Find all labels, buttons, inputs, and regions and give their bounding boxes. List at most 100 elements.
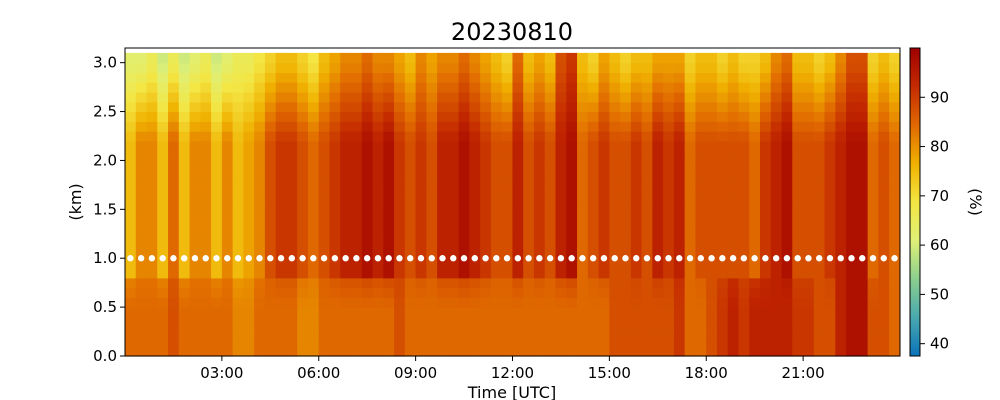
heatmap-cell xyxy=(706,199,718,210)
heatmap-cell xyxy=(533,111,546,122)
heatmap-cell xyxy=(221,326,234,338)
heatmap-cell xyxy=(340,228,352,240)
heatmap-cell xyxy=(835,82,847,93)
heatmap-cell xyxy=(803,238,815,250)
heatmap-cell xyxy=(781,316,793,328)
heatmap-cell xyxy=(125,140,137,152)
marker-point xyxy=(880,255,887,262)
heatmap-cell xyxy=(533,316,546,328)
heatmap-cell xyxy=(749,316,761,328)
heatmap-cell xyxy=(727,121,740,132)
heatmap-cell xyxy=(555,316,567,328)
heatmap-cell xyxy=(157,101,169,113)
heatmap-cell xyxy=(447,92,460,103)
heatmap-cell xyxy=(609,336,621,347)
marker-point xyxy=(751,255,758,262)
heatmap-cell xyxy=(286,101,298,113)
heatmap-cell xyxy=(340,189,352,201)
heatmap-cell xyxy=(275,219,288,230)
heatmap-cell xyxy=(318,180,331,191)
heatmap-cell xyxy=(501,316,514,328)
heatmap-cell xyxy=(426,307,438,318)
heatmap-cell xyxy=(878,82,890,93)
heatmap-cell xyxy=(609,111,621,122)
heatmap-cell xyxy=(125,82,137,93)
heatmap-cell xyxy=(318,277,331,289)
heatmap-cell xyxy=(372,297,384,308)
heatmap-cell xyxy=(889,287,901,298)
heatmap-cell xyxy=(598,209,610,220)
heatmap-cell xyxy=(469,170,481,181)
heatmap-cell xyxy=(652,277,664,289)
heatmap-cell xyxy=(243,92,255,103)
heatmap-cell xyxy=(232,82,244,93)
heatmap-cell xyxy=(243,209,255,220)
heatmap-cell xyxy=(846,297,858,308)
heatmap-cell xyxy=(372,150,384,162)
heatmap-cell xyxy=(523,209,535,220)
heatmap-cell xyxy=(329,72,341,83)
heatmap-cell xyxy=(846,326,858,338)
heatmap-cell xyxy=(501,150,514,162)
heatmap-cell xyxy=(361,219,374,230)
heatmap-cell xyxy=(415,248,427,259)
heatmap-cell xyxy=(340,277,352,289)
heatmap-cell xyxy=(673,140,686,152)
heatmap-cell xyxy=(275,180,288,191)
heatmap-cell xyxy=(178,121,191,132)
heatmap-cell xyxy=(760,111,772,122)
heatmap-cell xyxy=(684,140,697,152)
heatmap-cell xyxy=(760,297,772,308)
heatmap-cell xyxy=(125,316,137,328)
heatmap-cell xyxy=(781,131,793,142)
heatmap-cell xyxy=(501,258,514,269)
heatmap-cell xyxy=(318,170,331,181)
heatmap-cell xyxy=(684,131,697,142)
heatmap-cell xyxy=(469,121,481,132)
marker-point xyxy=(686,255,694,262)
heatmap-cell xyxy=(663,199,675,210)
heatmap-cell xyxy=(200,277,212,289)
heatmap-cell xyxy=(566,52,578,64)
marker-point xyxy=(783,255,791,262)
heatmap-cell xyxy=(684,170,697,181)
heatmap-cell xyxy=(620,180,632,191)
heatmap-cell xyxy=(361,72,374,83)
heatmap-cell xyxy=(652,82,664,93)
heatmap-cell xyxy=(663,326,675,338)
heatmap-cell xyxy=(232,199,244,210)
heatmap-cell xyxy=(437,326,449,338)
heatmap-cell xyxy=(856,297,869,308)
heatmap-cell xyxy=(781,111,793,122)
heatmap-cell xyxy=(695,180,707,191)
heatmap-cell xyxy=(523,72,535,83)
heatmap-cell xyxy=(673,189,686,201)
heatmap-cell xyxy=(125,219,137,230)
heatmap-cell xyxy=(523,277,535,289)
heatmap-cell xyxy=(415,228,427,240)
heatmap-cell xyxy=(469,101,481,113)
heatmap-cell xyxy=(630,209,643,220)
heatmap-cell xyxy=(340,248,352,259)
heatmap-cell xyxy=(803,82,815,93)
heatmap-cell xyxy=(480,150,492,162)
heatmap-cell xyxy=(157,258,169,269)
heatmap-cell xyxy=(480,228,492,240)
heatmap-cell xyxy=(340,150,352,162)
heatmap-cell xyxy=(533,72,546,83)
heatmap-cell xyxy=(609,307,621,318)
heatmap-cell xyxy=(587,121,600,132)
heatmap-cell xyxy=(243,258,255,269)
heatmap-cell xyxy=(469,209,481,220)
heatmap-cell xyxy=(125,326,137,338)
marker-point xyxy=(546,255,554,262)
heatmap-cell xyxy=(673,131,686,142)
heatmap-cell xyxy=(878,189,890,201)
heatmap-cell xyxy=(168,72,180,83)
heatmap-cell xyxy=(157,316,169,328)
heatmap-cell xyxy=(598,297,610,308)
heatmap-cell xyxy=(383,121,395,132)
heatmap-cell xyxy=(609,316,621,328)
heatmap-cell xyxy=(512,180,524,191)
heatmap-cell xyxy=(760,326,772,338)
